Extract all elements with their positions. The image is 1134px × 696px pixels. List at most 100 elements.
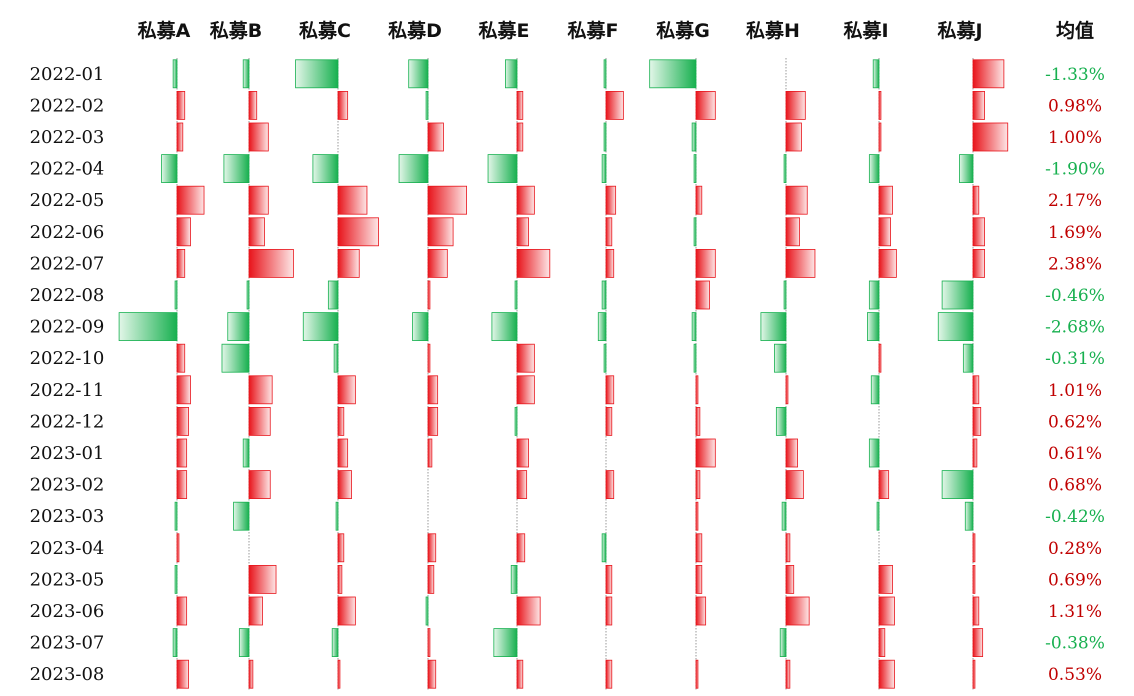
average-value: -1.33% — [1045, 65, 1105, 85]
bar — [878, 596, 895, 626]
month-label: 2022-07 — [30, 253, 105, 274]
bar — [878, 248, 897, 278]
bar — [248, 596, 263, 626]
bar — [427, 406, 439, 436]
bar — [337, 217, 379, 247]
bar — [693, 217, 697, 247]
bar — [174, 501, 178, 531]
bar — [505, 59, 518, 89]
bar — [491, 312, 518, 342]
month-label: 2023-03 — [30, 506, 105, 527]
bar — [605, 375, 615, 405]
bar — [246, 280, 250, 310]
bar — [248, 375, 273, 405]
bar — [605, 406, 613, 436]
bar — [693, 154, 697, 184]
bar — [695, 406, 701, 436]
average-values: -1.33% 0.98% 1.00% -1.90% 2.17% 1.69% 2.38% -0.… — [1045, 65, 1105, 685]
bar — [248, 406, 271, 436]
bar — [603, 343, 607, 373]
bar — [695, 375, 699, 405]
bar — [695, 185, 703, 215]
bar — [242, 59, 250, 89]
average-value: 0.69% — [1048, 570, 1102, 590]
average-value: 0.28% — [1048, 539, 1102, 559]
bar — [760, 312, 787, 342]
bar — [514, 280, 518, 310]
month-label: 2022-10 — [30, 348, 105, 369]
bar — [176, 533, 180, 563]
average-header: 均值 — [1056, 19, 1094, 42]
bar — [876, 501, 880, 531]
average-value: -0.31% — [1045, 349, 1105, 369]
column-header: 私募E — [479, 20, 530, 42]
bar — [972, 659, 976, 689]
average-value: 2.38% — [1048, 254, 1102, 274]
bar — [941, 280, 974, 310]
bar — [878, 217, 891, 247]
bar — [425, 91, 429, 120]
average-value: 1.01% — [1048, 381, 1102, 401]
average-value: 0.53% — [1048, 665, 1102, 685]
bar — [408, 59, 429, 89]
bar — [248, 122, 269, 152]
bar — [427, 533, 437, 563]
month-label: 2023-05 — [30, 569, 105, 590]
month-label: 2023-08 — [30, 664, 105, 685]
bar — [516, 470, 528, 500]
bar — [878, 122, 882, 152]
bar — [878, 185, 893, 215]
bar — [693, 343, 697, 373]
average-value: 0.61% — [1048, 444, 1102, 464]
column-header: 私募H — [746, 20, 800, 42]
bar — [605, 565, 613, 594]
bar — [487, 154, 518, 184]
bar — [176, 406, 189, 436]
bar — [878, 91, 882, 120]
month-label: 2023-02 — [30, 475, 105, 496]
zero-axis-lines — [176, 58, 974, 690]
bar — [510, 565, 518, 594]
bar — [868, 280, 880, 310]
bar — [248, 217, 265, 247]
bar — [333, 343, 339, 373]
bar — [695, 91, 716, 120]
bar — [248, 659, 254, 689]
bar — [337, 470, 352, 500]
month-labels: 2022-01 2022-02 2022-03 2022-04 2022-05 2022-… — [30, 64, 105, 685]
bar — [785, 185, 808, 215]
bar — [605, 470, 615, 500]
average-value: 0.98% — [1048, 96, 1102, 116]
bar — [233, 501, 250, 531]
bar — [176, 217, 191, 247]
average-value: 1.00% — [1048, 128, 1102, 148]
bar — [964, 501, 974, 531]
month-label: 2023-01 — [30, 443, 105, 464]
bar — [868, 438, 880, 468]
bar — [785, 248, 816, 278]
bar — [605, 248, 615, 278]
bar — [331, 628, 339, 657]
bar — [248, 565, 277, 594]
bar — [118, 312, 178, 342]
bar — [516, 248, 551, 278]
column-header: 私募I — [843, 20, 888, 42]
bar — [248, 91, 258, 120]
bar — [649, 59, 697, 89]
bar — [785, 375, 789, 405]
bar — [783, 280, 787, 310]
bar — [601, 154, 607, 184]
bar — [972, 438, 978, 468]
bar — [597, 312, 607, 342]
bar — [878, 343, 882, 373]
bar — [302, 312, 339, 342]
bar — [695, 565, 703, 594]
bar — [176, 375, 191, 405]
bar — [172, 59, 178, 89]
bar — [227, 312, 250, 342]
bar — [695, 470, 701, 500]
bar — [337, 91, 349, 120]
average-value: -0.38% — [1045, 634, 1105, 654]
average-value: -0.42% — [1045, 507, 1105, 527]
month-label: 2023-06 — [30, 601, 105, 622]
